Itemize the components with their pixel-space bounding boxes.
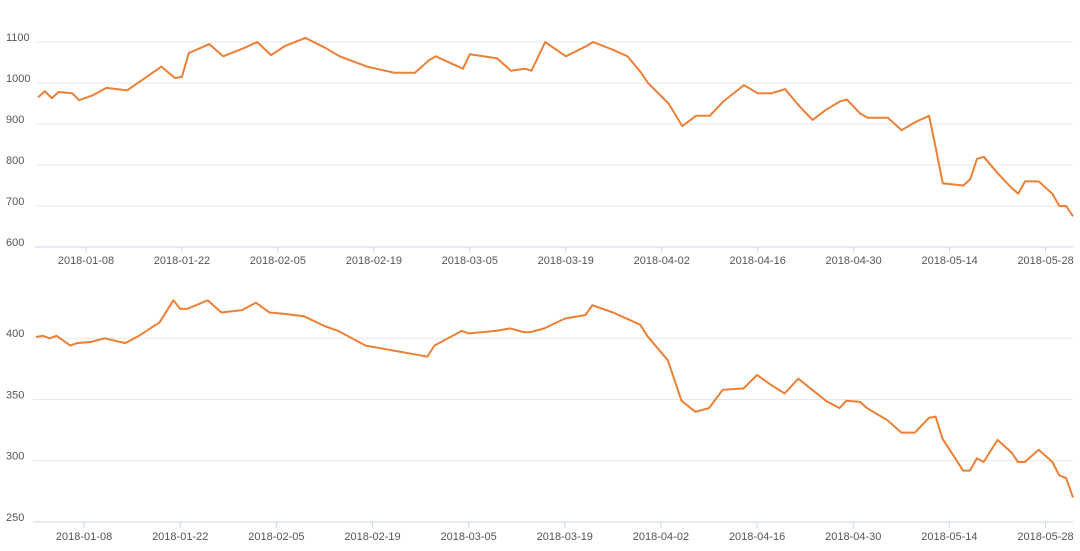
x-tick-label: 2018-05-28 — [1017, 255, 1073, 267]
x-tick-label: 2018-02-19 — [346, 255, 402, 267]
y-tick-label: 600 — [6, 237, 24, 249]
y-tick-label: 250 — [6, 512, 24, 524]
x-tick-label: 2018-05-14 — [921, 255, 977, 267]
x-tick-label: 2018-05-14 — [921, 531, 977, 543]
x-tick-label: 2018-02-05 — [250, 255, 306, 267]
x-tick-label: 2018-03-05 — [442, 255, 498, 267]
x-tick-label: 2018-01-08 — [56, 531, 112, 543]
x-tick-label: 2018-03-19 — [537, 531, 593, 543]
y-tick-label: 900 — [6, 114, 24, 126]
x-tick-label: 2018-04-02 — [633, 531, 689, 543]
x-tick-label: 2018-03-19 — [538, 255, 594, 267]
data-line — [35, 299, 1074, 498]
y-tick-label: 400 — [6, 328, 24, 340]
y-tick-label: 1100 — [6, 32, 30, 44]
y-tick-label: 350 — [6, 389, 24, 401]
x-tick-label: 2018-01-08 — [58, 255, 114, 267]
x-tick-label: 2018-05-28 — [1017, 531, 1073, 543]
x-tick-label: 2018-02-19 — [344, 531, 400, 543]
x-tick-label: 2018-04-16 — [729, 531, 785, 543]
x-tick-label: 2018-01-22 — [154, 255, 210, 267]
x-tick-label: 2018-04-30 — [825, 531, 881, 543]
x-tick-label: 2018-04-30 — [826, 255, 882, 267]
data-line — [37, 36, 1074, 217]
x-tick-label: 2018-04-02 — [634, 255, 690, 267]
x-tick-label: 2018-01-22 — [152, 531, 208, 543]
x-tick-label: 2018-03-05 — [441, 531, 497, 543]
y-tick-label: 1000 — [6, 73, 30, 85]
x-tick-label: 2018-04-16 — [730, 255, 786, 267]
y-tick-label: 800 — [6, 155, 24, 167]
y-tick-label: 700 — [6, 196, 24, 208]
x-tick-label: 2018-02-05 — [248, 531, 304, 543]
y-tick-label: 300 — [6, 451, 24, 463]
